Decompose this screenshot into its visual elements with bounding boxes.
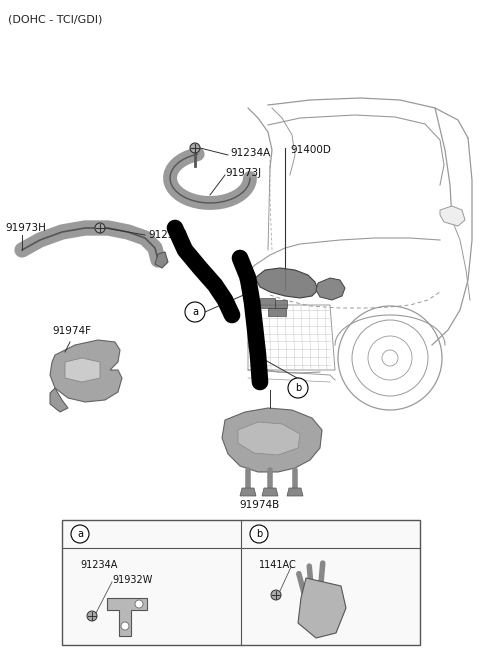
Text: 91974B: 91974B [240,500,280,510]
Polygon shape [298,578,346,638]
Polygon shape [262,488,278,496]
Polygon shape [255,268,318,298]
Circle shape [250,525,268,543]
Text: a: a [192,307,198,317]
Polygon shape [222,408,322,472]
Circle shape [135,600,143,608]
Polygon shape [107,598,147,636]
Text: 1141AC: 1141AC [259,560,297,570]
Polygon shape [440,206,465,226]
Text: 91973J: 91973J [225,168,261,178]
Text: 91974F: 91974F [52,326,91,336]
Circle shape [87,611,97,621]
Text: 91973H: 91973H [5,223,46,233]
Polygon shape [275,300,287,308]
Text: b: b [295,383,301,393]
Text: 91234A: 91234A [148,230,188,240]
Polygon shape [260,298,275,308]
Polygon shape [268,308,286,316]
Circle shape [190,143,200,153]
Text: (DOHC - TCI/GDI): (DOHC - TCI/GDI) [8,14,102,24]
Circle shape [95,223,105,233]
Polygon shape [50,388,68,412]
Text: 91234A: 91234A [80,560,118,570]
Text: 91400D: 91400D [290,145,331,155]
Polygon shape [50,340,122,402]
Polygon shape [238,422,300,455]
Text: b: b [256,529,262,539]
Circle shape [288,378,308,398]
Text: 91234A: 91234A [230,148,270,158]
Circle shape [121,622,129,630]
Text: a: a [77,529,83,539]
Polygon shape [65,358,100,382]
Text: 91932W: 91932W [112,575,152,585]
Polygon shape [240,488,256,496]
Polygon shape [316,278,345,300]
Polygon shape [287,488,303,496]
Polygon shape [155,252,168,268]
Circle shape [271,590,281,600]
Circle shape [71,525,89,543]
Bar [62,520,420,645]
Circle shape [185,302,205,322]
